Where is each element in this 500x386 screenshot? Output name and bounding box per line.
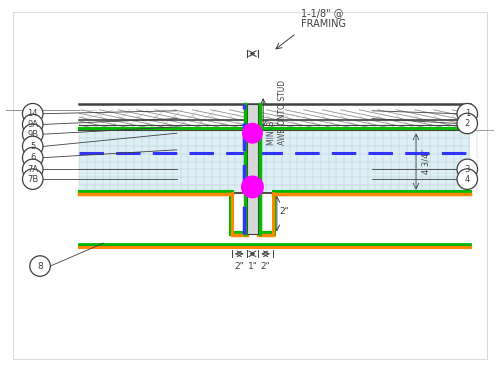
- Text: 4: 4: [464, 174, 470, 184]
- Text: 2": 2": [280, 207, 289, 216]
- Bar: [258, 130, 470, 193]
- Circle shape: [22, 159, 43, 179]
- Circle shape: [30, 256, 50, 276]
- Text: 5: 5: [30, 142, 36, 151]
- Text: 3: 3: [464, 165, 470, 174]
- Bar: [79, 130, 246, 193]
- Text: 7B: 7B: [27, 174, 38, 184]
- Text: 1-1/8" @
FRAMING: 1-1/8" @ FRAMING: [302, 8, 346, 29]
- Text: 14: 14: [28, 109, 38, 118]
- Text: 6: 6: [30, 153, 36, 162]
- Text: 9A: 9A: [27, 120, 38, 129]
- Text: 9B: 9B: [27, 130, 38, 139]
- Circle shape: [22, 124, 43, 144]
- Circle shape: [457, 159, 477, 179]
- Circle shape: [22, 169, 43, 190]
- Bar: [246, 104, 258, 234]
- Text: 8: 8: [37, 262, 43, 271]
- Circle shape: [22, 147, 43, 168]
- Text: MIN. 3"
AWB ONTO STUD: MIN. 3" AWB ONTO STUD: [267, 80, 287, 145]
- Circle shape: [457, 113, 477, 134]
- Text: 2": 2": [260, 262, 270, 271]
- Circle shape: [242, 124, 262, 143]
- Text: 1": 1": [248, 262, 258, 271]
- Text: 1: 1: [464, 109, 470, 118]
- Circle shape: [457, 169, 477, 190]
- Circle shape: [22, 136, 43, 157]
- Text: 2": 2": [234, 262, 244, 271]
- Text: 4 3/4": 4 3/4": [422, 149, 431, 174]
- Circle shape: [242, 176, 263, 198]
- Circle shape: [457, 103, 477, 124]
- Text: 7A: 7A: [27, 165, 38, 174]
- Circle shape: [22, 114, 43, 135]
- Text: 2: 2: [464, 119, 470, 128]
- Circle shape: [22, 103, 43, 124]
